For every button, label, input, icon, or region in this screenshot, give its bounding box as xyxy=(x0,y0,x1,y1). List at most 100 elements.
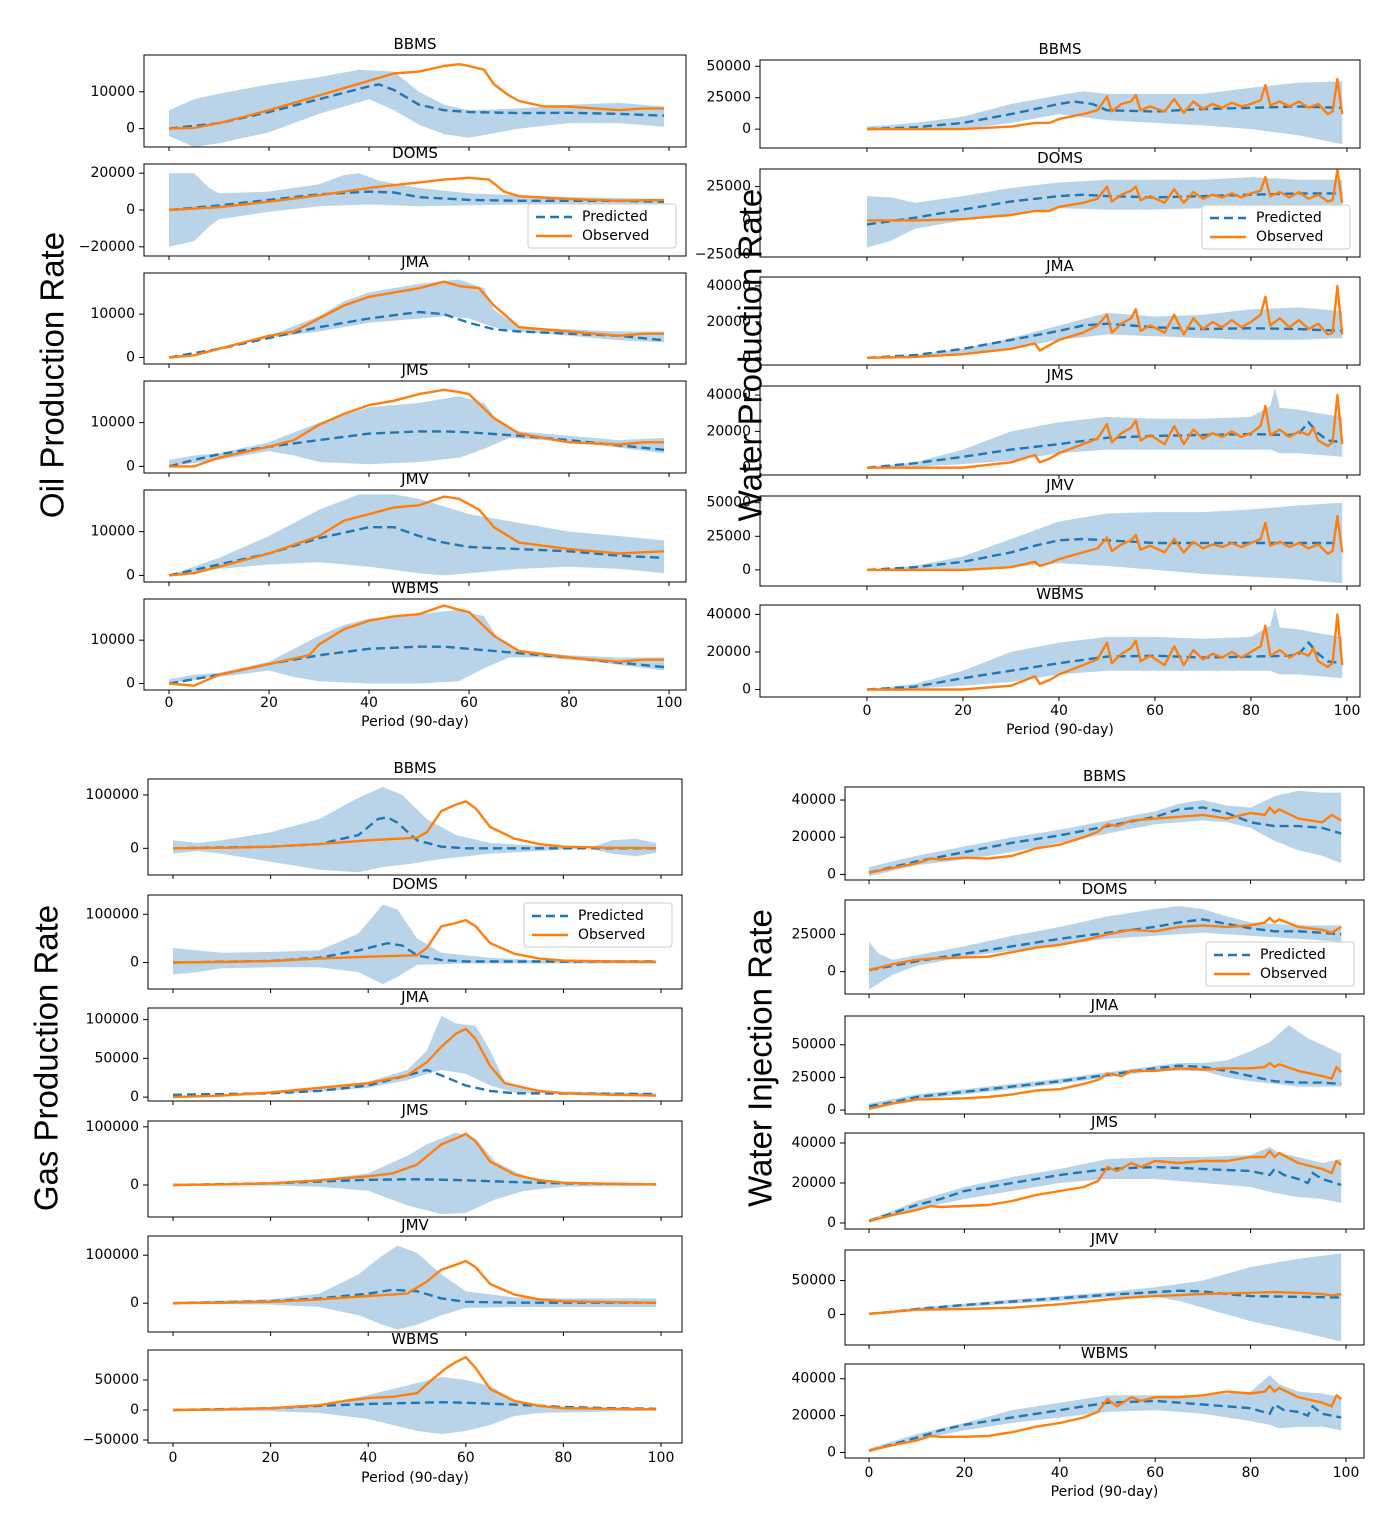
legend-label: Observed xyxy=(1260,966,1327,982)
x-tick-label: 0 xyxy=(865,1465,874,1481)
panel-bbms: 0 20000 40000 BBMS xyxy=(791,767,1365,884)
panel-wbms: 0 20000 40000 WBMS xyxy=(706,585,1361,701)
x-tick-label: 80 xyxy=(560,695,578,711)
y-tick-label: 0 xyxy=(742,350,751,366)
panel-jmv: 0 50000 JMV xyxy=(791,1230,1365,1349)
legend-label: Predicted xyxy=(1256,210,1322,226)
observed-line xyxy=(868,1061,1343,1110)
uncertainty-band xyxy=(869,1147,1342,1223)
uncertainty-band xyxy=(867,307,1343,358)
panel-bbms: 0 25000 50000 BBMS xyxy=(706,40,1361,152)
legend-label: Predicted xyxy=(1260,947,1326,963)
x-axis-label: Period (90-day) xyxy=(1006,722,1114,738)
axes-frame xyxy=(844,786,1365,881)
legend-label: Predicted xyxy=(578,908,644,924)
legend-label: Observed xyxy=(582,228,649,244)
observed-line xyxy=(867,514,1344,572)
predicted-line xyxy=(868,1399,1342,1452)
axes-frame xyxy=(844,1132,1365,1230)
y-tick-label: 25000 xyxy=(706,90,751,106)
y-tick-label: 0 xyxy=(827,964,836,980)
y-tick-label: 0 xyxy=(827,1215,836,1231)
uncertainty-band xyxy=(869,1025,1342,1109)
uncertainty-band xyxy=(867,502,1343,584)
x-tick-label: 60 xyxy=(457,1450,475,1466)
x-tick-label: 0 xyxy=(165,695,174,711)
legend: Predicted Observed xyxy=(1205,941,1355,987)
observed-line xyxy=(168,176,665,212)
observed-line xyxy=(867,169,1344,222)
x-tick-label: 60 xyxy=(1146,703,1164,719)
y-tick-label: −20000 xyxy=(79,239,135,255)
group-ylabel: Water Injection Rate xyxy=(742,909,779,1207)
predicted-line xyxy=(868,1289,1342,1315)
panel-doms: −25000 0 25000 DOMS Predicted Observed xyxy=(695,149,1361,262)
panel-title: JMV xyxy=(1045,476,1074,494)
observed-line xyxy=(169,388,664,468)
observed-line xyxy=(867,393,1344,469)
panel-wbms: 0 20000 40000 WBMS xyxy=(791,1344,1365,1462)
x-tick-label: 60 xyxy=(460,695,478,711)
predicted-line xyxy=(168,430,665,468)
legend-label: Observed xyxy=(578,927,645,943)
y-tick-label: 0 xyxy=(126,458,135,474)
y-tick-label: 50000 xyxy=(706,495,751,511)
predicted-line xyxy=(866,640,1343,691)
predicted-line xyxy=(168,310,665,359)
panel-jms: 0 100000 JMS xyxy=(86,1101,683,1221)
y-tick-label: 40000 xyxy=(791,1371,836,1387)
y-tick-label: 0 xyxy=(126,676,135,692)
y-tick-label: 40000 xyxy=(706,606,751,622)
y-tick-label: 100000 xyxy=(86,1119,139,1135)
panel-title: BBMS xyxy=(1038,40,1081,58)
observed-line xyxy=(172,1027,657,1099)
panel-title: DOMS xyxy=(1037,149,1083,167)
axes-frame xyxy=(844,899,1365,995)
chart-group-1: Water Production Rate02500050000BBMS−250… xyxy=(695,40,1361,738)
predicted-line xyxy=(868,806,1342,874)
panel-title: JMS xyxy=(1046,366,1074,384)
y-tick-label: 0 xyxy=(827,866,836,882)
panel-jmv: 0 10000 JMV xyxy=(90,470,687,586)
y-tick-label: 0 xyxy=(827,1102,836,1118)
x-tick-label: 80 xyxy=(554,1450,572,1466)
axes-frame xyxy=(759,168,1361,258)
panel-title: JMS xyxy=(401,1101,429,1119)
uncertainty-band xyxy=(169,279,664,358)
observed-line xyxy=(172,800,657,850)
y-tick-label: 10000 xyxy=(90,306,135,322)
x-tick-label: 60 xyxy=(1146,1465,1164,1481)
chart-group-2: Gas Production Rate0100000BBMS0100000DOM… xyxy=(28,759,683,1486)
y-tick-label: 50000 xyxy=(791,1037,836,1053)
panel-title: JMS xyxy=(1090,1113,1118,1131)
x-tick-label: 40 xyxy=(1050,703,1068,719)
panel-title: JMV xyxy=(400,1216,429,1234)
panel-wbms: −50000 0 50000 WBMS xyxy=(83,1330,683,1448)
y-tick-label: 20000 xyxy=(791,1175,836,1191)
panel-jma: 0 20000 40000 JMA xyxy=(706,257,1361,369)
panel-title: WBMS xyxy=(1081,1344,1129,1362)
y-tick-label: 20000 xyxy=(706,423,751,439)
x-tick-label: 20 xyxy=(262,1450,280,1466)
axes-frame xyxy=(844,1015,1365,1115)
uncertainty-band xyxy=(867,81,1343,145)
x-tick-label: 100 xyxy=(656,695,683,711)
uncertainty-band xyxy=(173,1377,657,1434)
x-tick-label: 40 xyxy=(360,695,378,711)
legend-label: Observed xyxy=(1256,229,1323,245)
observed-line xyxy=(172,1355,657,1412)
observed-line xyxy=(168,62,664,130)
observed-line xyxy=(867,77,1344,131)
observed-line xyxy=(866,284,1344,359)
panel-jms: 0 10000 JMS xyxy=(90,361,687,477)
y-tick-label: 20000 xyxy=(90,165,135,181)
axes-frame xyxy=(143,489,687,583)
group-ylabel: Water Production Rate xyxy=(732,189,769,522)
axes-frame xyxy=(759,276,1361,366)
y-tick-label: 25000 xyxy=(706,528,751,544)
observed-line xyxy=(867,613,1344,691)
legend: Predicted Observed xyxy=(527,203,677,249)
y-tick-label: 0 xyxy=(742,212,751,228)
y-tick-label: 0 xyxy=(742,460,751,476)
